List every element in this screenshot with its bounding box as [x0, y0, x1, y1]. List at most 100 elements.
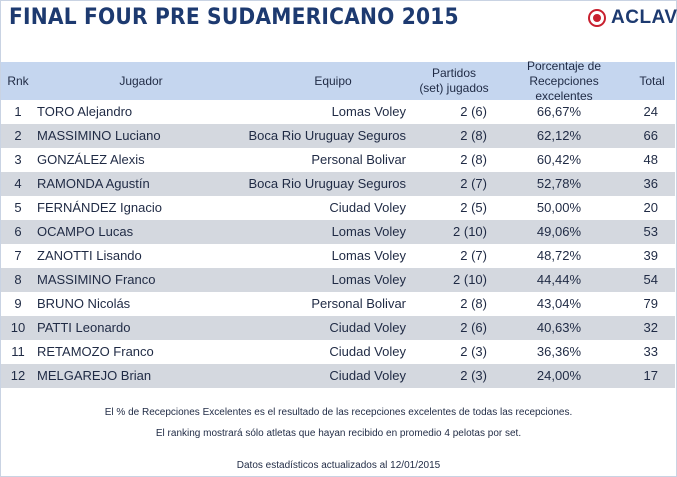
note-ranking-rule: El ranking mostrará sólo atletas que hay…	[155, 428, 522, 439]
cell-porcentaje: 52,78%	[536, 176, 581, 191]
col-partidos-line2: (set) jugados	[419, 81, 489, 95]
cell-porcentaje: 50,00%	[536, 200, 581, 215]
cell-jugador: OCAMPO Lucas	[37, 224, 134, 239]
cell-jugador: FERNÁNDEZ Ignacio	[37, 200, 162, 215]
table-row: 12 MELGAREJO Brian Ciudad Voley 2 (3) 24,00%…	[1, 364, 675, 388]
cell-partidos: 2 (6)	[460, 104, 487, 119]
cell-jugador: MASSIMINO Franco	[37, 272, 156, 287]
cell-equipo: Lomas Voley	[331, 104, 406, 119]
cell-equipo: Boca Rio Uruguay Seguros	[248, 176, 406, 191]
cell-porcentaje: 62,12%	[536, 128, 581, 143]
cell-partidos: 2 (3)	[460, 368, 487, 383]
page-title: FINAL FOUR PRE SUDAMERICANO 2015	[9, 5, 459, 30]
cell-total: 66	[643, 128, 658, 143]
note-updated: Datos estadísticos actualizados al 12/01…	[236, 460, 441, 471]
cell-partidos: 2 (8)	[460, 128, 487, 143]
cell-partidos: 2 (7)	[460, 176, 487, 191]
cell-equipo: Ciudad Voley	[329, 344, 406, 359]
cell-equipo: Personal Bolivar	[311, 296, 406, 311]
cell-total: 33	[643, 344, 658, 359]
table-row: 1 TORO Alejandro Lomas Voley 2 (6) 66,67% 24	[1, 100, 675, 124]
cell-partidos: 2 (10)	[453, 272, 487, 287]
cell-jugador: GONZÁLEZ Alexis	[37, 152, 145, 167]
logo-text: ACLAV	[611, 7, 677, 28]
cell-porcentaje: 36,36%	[536, 344, 581, 359]
cell-rank: 6	[14, 224, 22, 239]
col-jugador-header: Jugador	[119, 73, 163, 88]
cell-jugador: TORO Alejandro	[37, 104, 133, 119]
col-equipo-header: Equipo	[314, 73, 352, 88]
cell-porcentaje: 40,63%	[536, 320, 581, 335]
cell-rank: 9	[14, 296, 22, 311]
col-rnk-header: Rnk	[7, 73, 29, 88]
cell-equipo: Ciudad Voley	[329, 368, 406, 383]
cell-jugador: ZANOTTI Lisando	[37, 248, 142, 263]
table-row: 2 MASSIMINO Luciano Boca Rio Uruguay Segur…	[1, 124, 675, 148]
cell-porcentaje: 66,67%	[536, 104, 581, 119]
cell-partidos: 2 (5)	[460, 200, 487, 215]
cell-partidos: 2 (8)	[460, 152, 487, 167]
cell-jugador: MASSIMINO Luciano	[37, 128, 161, 143]
cell-rank: 2	[14, 128, 22, 143]
table-body: 1 TORO Alejandro Lomas Voley 2 (6) 66,67% 24 2…	[1, 100, 675, 388]
ranking-table: Rnk Jugador Equipo Partidos (set) jugado…	[1, 58, 675, 388]
cell-equipo: Boca Rio Uruguay Seguros	[248, 128, 406, 143]
cell-rank: 11	[11, 344, 25, 359]
table-row: 5 FERNÁNDEZ Ignacio Ciudad Voley 2 (5) 50,00…	[1, 196, 675, 220]
col-porcentaje-line1: Porcentaje de	[526, 58, 602, 73]
table-header: Rnk Jugador Equipo Partidos (set) jugado…	[1, 58, 675, 103]
table-row: 11 RETAMOZO Franco Ciudad Voley 2 (3) 36,36%…	[1, 340, 675, 364]
col-partidos-line1: Partidos	[431, 66, 477, 80]
col-porcentaje-header: Porcentaje de Recepciones excelentes	[499, 58, 629, 103]
cell-jugador: MELGAREJO Brian	[37, 368, 152, 383]
cell-partidos: 2 (7)	[460, 248, 487, 263]
cell-partidos: 2 (8)	[460, 296, 487, 311]
volleyball-logo-icon	[588, 9, 606, 27]
cell-equipo: Lomas Voley	[331, 248, 406, 263]
col-porcentaje-line2: Recepciones excelentes	[529, 73, 599, 103]
cell-total: 17	[643, 368, 658, 383]
cell-jugador: PATTI Leonardo	[37, 320, 131, 335]
col-total-header: Total	[639, 73, 665, 88]
cell-rank: 3	[14, 152, 22, 167]
cell-total: 79	[643, 296, 658, 311]
cell-porcentaje: 44,44%	[536, 272, 581, 287]
cell-equipo: Lomas Voley	[331, 224, 406, 239]
table-row: 10 PATTI Leonardo Ciudad Voley 2 (6) 40,63% 3…	[1, 316, 675, 340]
table-row: 4 RAMONDA Agustín Boca Rio Uruguay Seguros…	[1, 172, 675, 196]
cell-rank: 7	[14, 248, 22, 263]
cell-equipo: Ciudad Voley	[329, 320, 406, 335]
cell-jugador: RETAMOZO Franco	[37, 344, 154, 359]
cell-total: 36	[643, 176, 658, 191]
note-definition: El % de Recepciones Excelentes es el res…	[104, 407, 573, 418]
cell-equipo: Lomas Voley	[331, 272, 406, 287]
cell-rank: 10	[10, 320, 26, 335]
cell-rank: 8	[14, 272, 22, 287]
table-row: 3 GONZÁLEZ Alexis Personal Bolivar 2 (8) 60,…	[1, 148, 675, 172]
cell-partidos: 2 (6)	[460, 320, 487, 335]
cell-jugador: RAMONDA Agustín	[37, 176, 150, 191]
cell-total: 32	[643, 320, 658, 335]
cell-total: 53	[643, 224, 658, 239]
cell-porcentaje: 48,72%	[536, 248, 581, 263]
cell-total: 39	[643, 248, 658, 263]
cell-total: 20	[643, 200, 658, 215]
cell-rank: 12	[10, 368, 26, 383]
cell-equipo: Personal Bolivar	[311, 152, 406, 167]
col-partidos-header: Partidos (set) jugados	[409, 62, 499, 100]
cell-partidos: 2 (10)	[453, 224, 487, 239]
cell-porcentaje: 24,00%	[536, 368, 581, 383]
cell-rank: 4	[14, 176, 22, 191]
cell-jugador: BRUNO Nicolás	[37, 296, 131, 311]
aclav-logo: ACLAV	[588, 6, 677, 30]
cell-total: 48	[643, 152, 658, 167]
cell-porcentaje: 43,04%	[536, 296, 581, 311]
cell-equipo: Ciudad Voley	[329, 200, 406, 215]
cell-partidos: 2 (3)	[460, 344, 487, 359]
table-row: 9 BRUNO Nicolás Personal Bolivar 2 (8) 43,04…	[1, 292, 675, 316]
cell-total: 54	[643, 272, 658, 287]
cell-total: 24	[643, 104, 658, 119]
cell-rank: 5	[14, 200, 22, 215]
table-row: 8 MASSIMINO Franco Lomas Voley 2 (10) 44,44%…	[1, 268, 675, 292]
cell-rank: 1	[14, 104, 22, 119]
